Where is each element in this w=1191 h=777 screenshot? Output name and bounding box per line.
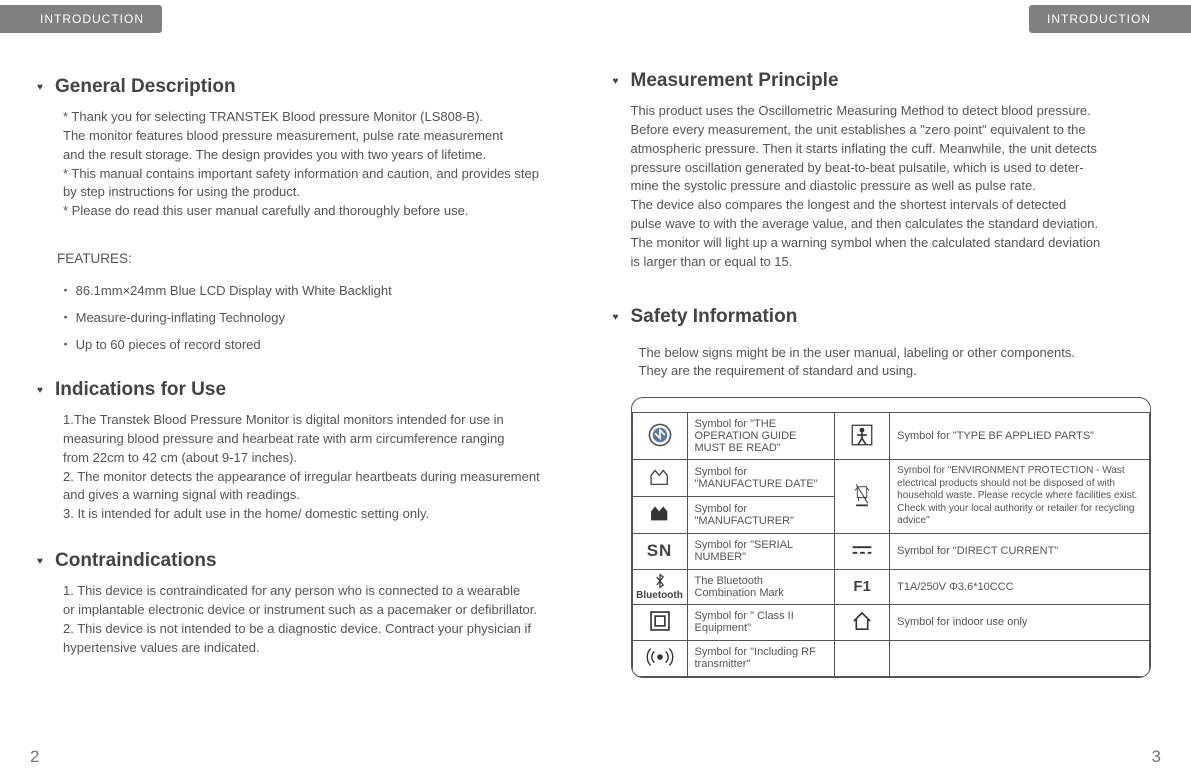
text-line: hypertensive values are indicated. bbox=[63, 639, 568, 658]
symbol-desc: Symbol for "Including RF transmitter" bbox=[687, 640, 835, 676]
symbol-table: Symbol for "THE OPERATION GUIDE MUST BE … bbox=[632, 412, 1151, 677]
feature-item: ・ 86.1mm×24mm Blue LCD Display with Whit… bbox=[59, 280, 568, 299]
text-line: * Thank you for selecting TRANSTEK Blood… bbox=[63, 108, 568, 127]
text-line: * This manual contains important safety … bbox=[63, 165, 568, 184]
symbol-desc: Symbol for " Class II Equipment" bbox=[687, 604, 835, 640]
symbol-desc: Symbol for "TYPE BF APPLIED PARTS" bbox=[890, 413, 1150, 460]
direct-current-icon bbox=[835, 533, 890, 569]
text-line: 2. This device is not intended to be a d… bbox=[63, 620, 568, 639]
text-line: The device also compares the longest and… bbox=[631, 196, 1152, 215]
heading-contra: Contraindications bbox=[55, 550, 568, 572]
empty-cell bbox=[890, 640, 1150, 676]
text-line: The monitor features blood pressure meas… bbox=[63, 127, 568, 146]
serial-number-icon: SN bbox=[632, 533, 687, 569]
table-row: SN Symbol for "SERIAL NUMBER" Symbol for… bbox=[632, 533, 1150, 569]
weee-icon bbox=[835, 460, 890, 534]
text-line: and the result storage. The design provi… bbox=[63, 146, 568, 165]
text-line: The below signs might be in the user man… bbox=[639, 344, 1152, 363]
text-line: 1.The Transtek Blood Pressure Monitor is… bbox=[63, 411, 568, 430]
feature-item: ・ Up to 60 pieces of record stored bbox=[59, 334, 568, 353]
text-line: and gives a warning signal with readings… bbox=[63, 486, 568, 505]
text-line: by step instructions for using the produ… bbox=[63, 183, 568, 202]
heading-general: General Description bbox=[55, 76, 568, 98]
header-tab-left: INTRODUCTION bbox=[0, 5, 162, 33]
table-row: Symbol for "THE OPERATION GUIDE MUST BE … bbox=[632, 413, 1150, 460]
text-line: or implantable electronic device or inst… bbox=[63, 601, 568, 620]
heading-indications: Indications for Use bbox=[55, 379, 568, 401]
fuse-icon: F1 bbox=[835, 569, 890, 604]
features-label: FEATURES: bbox=[57, 251, 568, 266]
text-line: 1. This device is contraindicated for an… bbox=[63, 582, 568, 601]
text-line: pressure oscillation generated by beat-t… bbox=[631, 159, 1152, 178]
general-body: * Thank you for selecting TRANSTEK Blood… bbox=[63, 108, 568, 221]
rf-transmitter-icon bbox=[632, 640, 687, 676]
symbol-desc: Symbol for "MANUFACTURE DATE" bbox=[687, 460, 835, 497]
manufacturer-icon bbox=[632, 497, 687, 534]
text-line: They are the requirement of standard and… bbox=[639, 362, 1152, 381]
page-number-right: 3 bbox=[1152, 747, 1161, 767]
page-number-left: 2 bbox=[30, 747, 39, 767]
indications-body: 1.The Transtek Blood Pressure Monitor is… bbox=[63, 411, 568, 524]
measure-body: This product uses the Oscillometric Meas… bbox=[631, 102, 1152, 272]
symbol-desc: Symbol for indoor use only bbox=[890, 604, 1150, 640]
feature-item: ・ Measure-during-inflating Technology bbox=[59, 307, 568, 326]
text-line: This product uses the Oscillometric Meas… bbox=[631, 102, 1152, 121]
text-line: 2. The monitor detects the appearance of… bbox=[63, 468, 568, 487]
symbol-desc: Symbol for "MANUFACTURER" bbox=[687, 497, 835, 534]
contra-body: 1. This device is contraindicated for an… bbox=[63, 582, 568, 657]
table-row: Bluetooth The Bluetooth Combination Mark… bbox=[632, 569, 1150, 604]
heading-measure: Measurement Principle bbox=[631, 70, 1152, 92]
text-line: Before every measurement, the unit estab… bbox=[631, 121, 1152, 140]
class-ii-icon bbox=[632, 604, 687, 640]
text-line: from 22cm to 42 cm (about 9-17 inches). bbox=[63, 449, 568, 468]
symbol-desc: Symbol for "ENVIRONMENT PROTECTION - Was… bbox=[890, 460, 1150, 534]
symbol-desc: T1A/250V Φ3.6*10CCC bbox=[890, 569, 1150, 604]
heading-safety: Safety Information bbox=[631, 306, 1152, 328]
manufacture-date-icon bbox=[632, 460, 687, 497]
text-line: measuring blood pressure and hearbeat ra… bbox=[63, 430, 568, 449]
header-tab-right: INTRODUCTION bbox=[1029, 5, 1191, 33]
read-manual-icon bbox=[632, 413, 687, 460]
table-row: Symbol for " Class II Equipment" Symbol … bbox=[632, 604, 1150, 640]
indoor-use-icon bbox=[835, 604, 890, 640]
text-line: 3. It is intended for adult use in the h… bbox=[63, 505, 568, 524]
text-line: pulse wave to with the average value, an… bbox=[631, 215, 1152, 234]
table-row: Symbol for "Including RF transmitter" bbox=[632, 640, 1150, 676]
symbol-desc: Symbol for "THE OPERATION GUIDE MUST BE … bbox=[687, 413, 835, 460]
text-line: * Please do read this user manual carefu… bbox=[63, 202, 568, 221]
text-line: is larger than or equal to 15. bbox=[631, 253, 1152, 272]
text-line: atmospheric pressure. Then it starts inf… bbox=[631, 140, 1152, 159]
table-row: Symbol for "MANUFACTURE DATE" Symbol for… bbox=[632, 460, 1150, 497]
symbol-desc: Symbol for "DIRECT CURRENT" bbox=[890, 533, 1150, 569]
type-bf-icon bbox=[835, 413, 890, 460]
symbol-desc: The Bluetooth Combination Mark bbox=[687, 569, 835, 604]
safety-intro: The below signs might be in the user man… bbox=[639, 344, 1152, 382]
bluetooth-icon: Bluetooth bbox=[632, 569, 687, 604]
symbol-desc: Symbol for "SERIAL NUMBER" bbox=[687, 533, 835, 569]
text-line: The monitor will light up a warning symb… bbox=[631, 234, 1152, 253]
text-line: mine the systolic pressure and diastolic… bbox=[631, 177, 1152, 196]
empty-cell bbox=[835, 640, 890, 676]
